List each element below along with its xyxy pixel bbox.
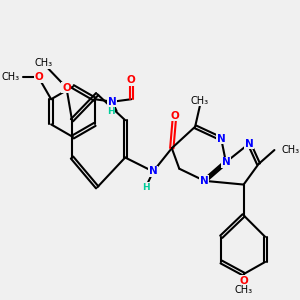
Text: O: O — [62, 82, 71, 93]
Text: N: N — [221, 157, 230, 167]
Text: N: N — [245, 139, 254, 148]
Text: N: N — [149, 167, 158, 176]
Text: CH₃: CH₃ — [191, 96, 209, 106]
Text: CH₃: CH₃ — [1, 72, 19, 82]
Text: N: N — [200, 176, 209, 186]
Text: O: O — [127, 75, 136, 85]
Text: O: O — [239, 276, 248, 286]
Text: O: O — [170, 110, 179, 121]
Text: N: N — [108, 97, 117, 107]
Text: CH₃: CH₃ — [235, 285, 253, 296]
Text: N: N — [217, 134, 226, 144]
Text: H: H — [107, 107, 115, 116]
Text: H: H — [142, 183, 149, 192]
Text: CH₃: CH₃ — [281, 145, 299, 155]
Text: O: O — [34, 72, 43, 82]
Text: CH₃: CH₃ — [34, 58, 52, 68]
